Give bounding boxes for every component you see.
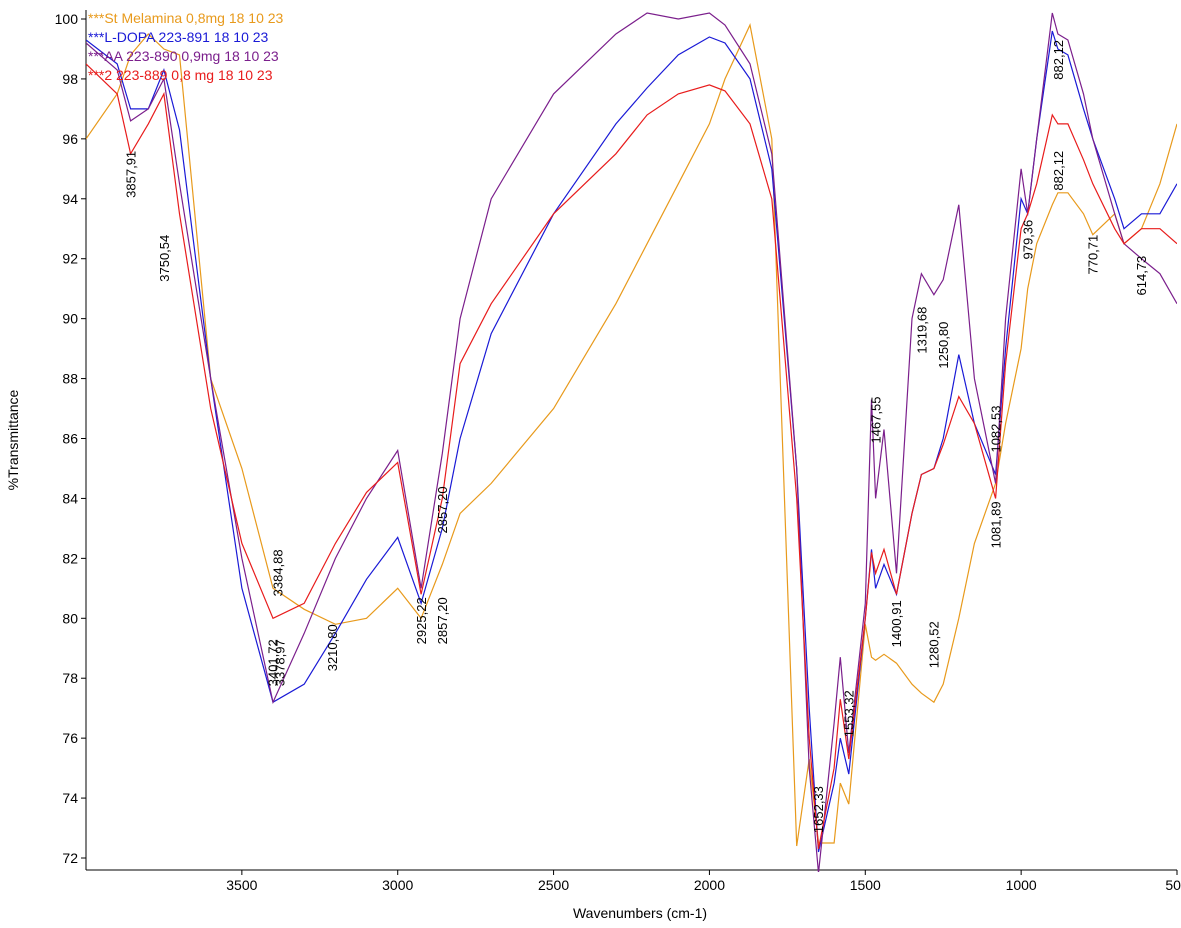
legend-entry: ***St Melamina 0,8mg 18 10 23 xyxy=(88,10,284,26)
spectrum-line xyxy=(86,23,1177,847)
peak-label: 3378,97 xyxy=(273,639,288,686)
peak-label: 614,73 xyxy=(1134,256,1149,296)
y-tick-label: 78 xyxy=(62,670,78,686)
peak-label: 1400,91 xyxy=(889,600,904,647)
peak-label: 882,12 xyxy=(1051,151,1066,191)
legend-entry: ***L-DOPA 223-891 18 10 23 xyxy=(88,29,269,45)
spectrum-line xyxy=(86,30,1177,853)
peak-label: 1081,89 xyxy=(989,501,1004,548)
peak-label: 3750,54 xyxy=(157,235,172,282)
spectrum-line xyxy=(86,63,1177,850)
x-tick-label: 1000 xyxy=(1006,877,1037,893)
x-tick-label: 3000 xyxy=(382,877,413,893)
x-tick-label: 1500 xyxy=(850,877,881,893)
peak-label: 1467,55 xyxy=(868,397,883,444)
peak-label: 3210,80 xyxy=(325,624,340,671)
x-tick-label: 500 xyxy=(1165,877,1181,893)
peak-label: 1250,80 xyxy=(936,322,951,369)
y-tick-label: 84 xyxy=(62,490,78,506)
peak-label: 3857,91 xyxy=(123,151,138,198)
peak-label: 3401,72 xyxy=(265,639,280,686)
y-tick-label: 76 xyxy=(62,730,78,746)
peak-label: 882,12 xyxy=(1051,40,1066,80)
y-tick-label: 92 xyxy=(62,251,78,267)
peak-label: 1652,33 xyxy=(811,786,826,833)
y-tick-label: 94 xyxy=(62,191,78,207)
peak-label: 2857,20 xyxy=(435,486,450,533)
x-axis-label: Wavenumbers (cm-1) xyxy=(573,905,707,921)
peak-label: 2925,22 xyxy=(414,597,429,644)
y-tick-label: 98 xyxy=(62,71,78,87)
legend-entry: ***AA 223-890 0,9mg 18 10 23 xyxy=(88,48,279,64)
legend-entry: ***2 223-889 0,8 mg 18 10 23 xyxy=(88,67,273,83)
y-tick-label: 90 xyxy=(62,311,78,327)
peak-label: 1082,53 xyxy=(988,406,1003,453)
y-tick-label: 72 xyxy=(62,850,78,866)
x-tick-label: 2000 xyxy=(694,877,725,893)
peak-label: 1280,52 xyxy=(927,621,942,668)
y-tick-label: 96 xyxy=(62,131,78,147)
y-tick-label: 100 xyxy=(55,11,79,27)
peak-label: 2857,20 xyxy=(435,597,450,644)
peak-label: 979,36 xyxy=(1021,220,1036,260)
x-tick-label: 2500 xyxy=(538,877,569,893)
peak-label: 3384,88 xyxy=(271,549,286,596)
y-tick-label: 74 xyxy=(62,790,78,806)
peak-label: 1553,32 xyxy=(842,690,857,737)
y-tick-label: 88 xyxy=(62,371,78,387)
peak-label: 1319,68 xyxy=(914,307,929,354)
peak-label: 770,71 xyxy=(1086,235,1101,275)
y-tick-label: 80 xyxy=(62,610,78,626)
spectrum-line xyxy=(86,12,1177,872)
x-tick-label: 3500 xyxy=(226,877,257,893)
y-tick-label: 86 xyxy=(62,431,78,447)
y-tick-label: 82 xyxy=(62,550,78,566)
y-axis-label: %Transmittance xyxy=(5,389,21,490)
